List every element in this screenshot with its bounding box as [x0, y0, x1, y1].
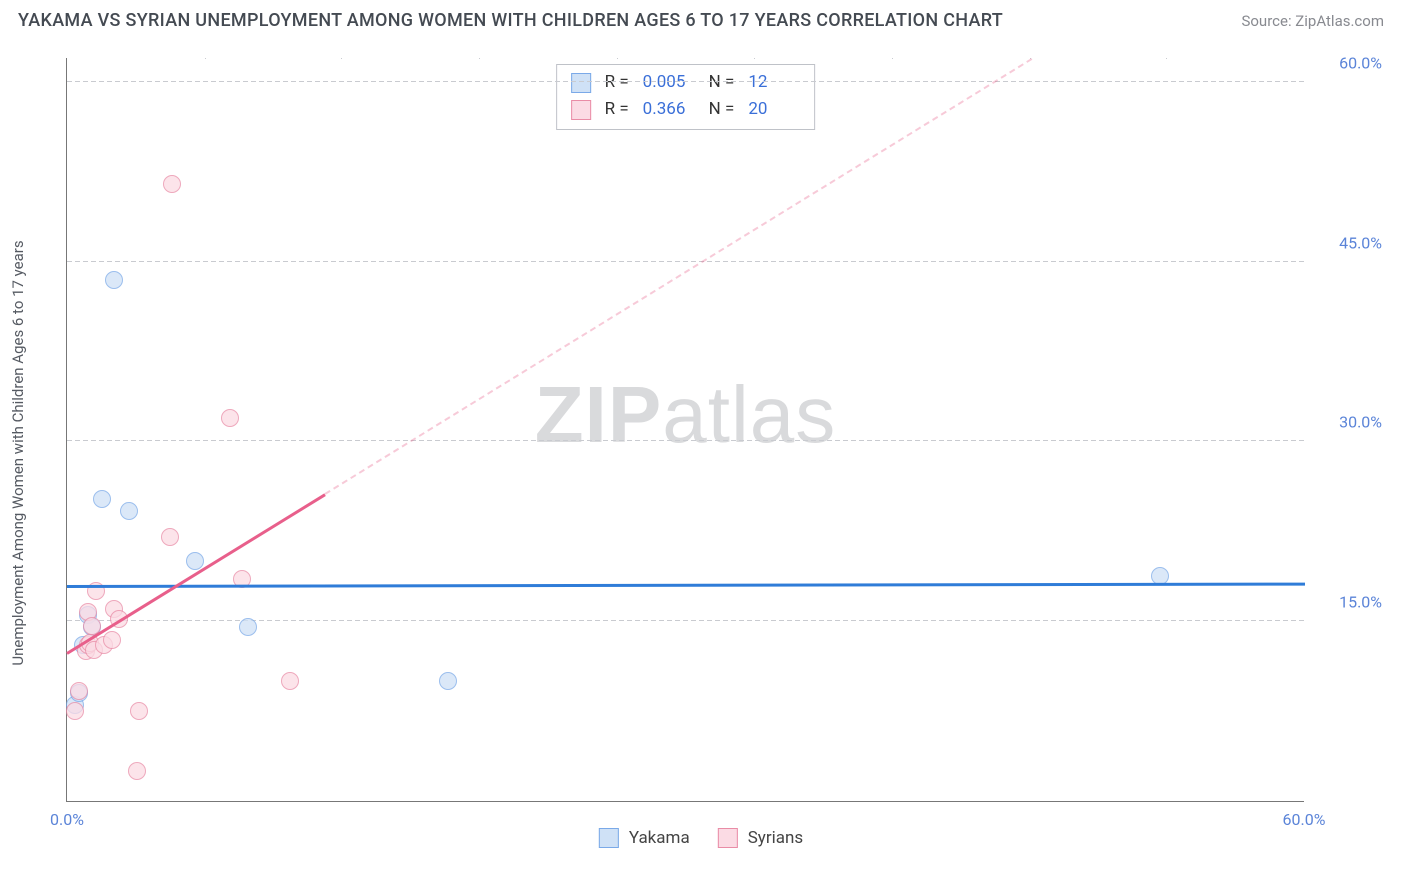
gridline-h: [67, 81, 1304, 82]
gridline-v: [617, 58, 618, 59]
legend-r-label: R =: [605, 96, 629, 123]
gridline-v: [341, 58, 342, 59]
gridline-v: [892, 58, 893, 59]
legend-label: Syrians: [748, 828, 803, 848]
legend-r-value: 0.366: [643, 96, 695, 123]
gridline-v: [205, 58, 206, 59]
gridline-v: [479, 58, 480, 59]
scatter-point: [105, 271, 123, 289]
legend-swatch: [571, 100, 591, 120]
legend-n-value: 12: [748, 69, 800, 96]
legend-row: R = 0.005 N = 12: [571, 69, 801, 96]
plot-area: ZIPatlas R =0.005N =12R =0.366N =20 15.0…: [66, 58, 1304, 802]
watermark: ZIPatlas: [535, 369, 836, 461]
scatter-point: [120, 502, 138, 520]
x-tick-label: 60.0%: [1283, 810, 1326, 829]
legend-row: R = 0.366 N = 20: [571, 96, 801, 123]
scatter-point: [66, 702, 84, 720]
legend-swatch: [718, 828, 738, 848]
scatter-point: [221, 409, 239, 427]
scatter-point: [128, 762, 146, 780]
chart-title: YAKAMA VS SYRIAN UNEMPLOYMENT AMONG WOME…: [18, 10, 1003, 31]
trend-line: [67, 582, 1305, 587]
legend-n-label: N =: [709, 96, 735, 123]
legend-swatch: [571, 73, 591, 93]
trend-line: [66, 493, 325, 654]
scatter-point: [70, 682, 88, 700]
legend-label: Yakama: [629, 828, 690, 848]
y-tick-label: 45.0%: [1312, 233, 1382, 252]
chart-container: Unemployment Among Women with Children A…: [18, 44, 1384, 862]
legend-r-label: R =: [605, 69, 629, 96]
legend-item: Yakama: [599, 828, 690, 848]
scatter-point: [161, 528, 179, 546]
legend-r-value: 0.005: [643, 69, 695, 96]
gridline-h: [67, 261, 1304, 262]
scatter-point: [163, 175, 181, 193]
legend-item: Syrians: [718, 828, 803, 848]
scatter-point: [93, 490, 111, 508]
legend-correlation: R = 0.005 N = 12 R = 0.366 N = 20: [556, 64, 816, 130]
y-tick-label: 60.0%: [1312, 53, 1382, 72]
x-tick-label: 0.0%: [50, 810, 84, 829]
gridline-h: [67, 440, 1304, 441]
source-label: Source: ZipAtlas.com: [1241, 12, 1384, 30]
scatter-point: [281, 672, 299, 690]
scatter-point: [103, 631, 121, 649]
gridline-v: [1166, 58, 1167, 59]
legend-n-value: 20: [748, 96, 800, 123]
legend-series: Yakama Syrians: [599, 828, 803, 848]
scatter-point: [439, 672, 457, 690]
legend-n-label: N =: [709, 69, 735, 96]
y-tick-label: 30.0%: [1312, 413, 1382, 432]
legend-swatch: [599, 828, 619, 848]
gridline-v: [754, 58, 755, 59]
scatter-point: [130, 702, 148, 720]
scatter-point: [239, 618, 257, 636]
y-tick-label: 15.0%: [1312, 593, 1382, 612]
